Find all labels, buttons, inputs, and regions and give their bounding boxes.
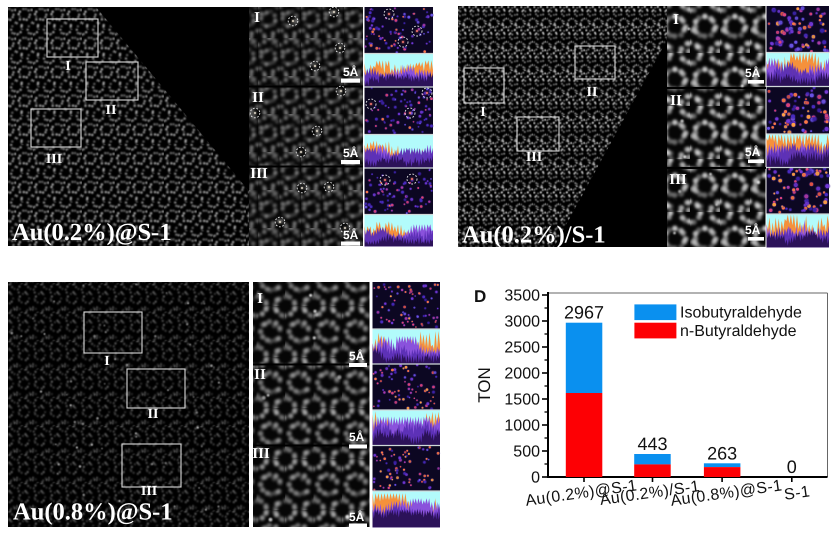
svg-text:Au(0.2%)/S-1: Au(0.2%)/S-1	[462, 222, 606, 249]
svg-text:III: III	[141, 484, 157, 499]
svg-text:I: I	[254, 10, 260, 26]
svg-text:I: I	[65, 59, 70, 74]
svg-text:5Å: 5Å	[349, 349, 365, 363]
svg-text:5Å: 5Å	[745, 223, 761, 237]
svg-text:Isobutyraldehyde: Isobutyraldehyde	[680, 305, 802, 322]
svg-text:I: I	[673, 12, 679, 28]
svg-text:5Å: 5Å	[343, 65, 359, 79]
svg-text:3000: 3000	[504, 314, 540, 331]
svg-text:II: II	[254, 367, 266, 383]
svg-text:n-Butyraldehyde: n-Butyraldehyde	[680, 323, 797, 340]
svg-text:III: III	[46, 152, 62, 167]
svg-text:443: 443	[637, 434, 667, 454]
svg-text:I: I	[104, 354, 109, 369]
svg-text:III: III	[526, 150, 542, 165]
svg-text:D: D	[474, 287, 486, 306]
svg-text:II: II	[587, 85, 598, 100]
svg-text:II: II	[670, 93, 682, 109]
svg-text:5Å: 5Å	[343, 228, 359, 242]
svg-text:5Å: 5Å	[343, 146, 359, 160]
svg-text:Au(0.2%)@S-1: Au(0.2%)@S-1	[12, 219, 172, 246]
svg-text:3500: 3500	[504, 288, 540, 305]
svg-text:2967: 2967	[564, 303, 604, 323]
svg-text:TON: TON	[475, 367, 494, 403]
svg-text:III: III	[252, 446, 270, 462]
svg-text:III: III	[250, 166, 268, 182]
svg-text:II: II	[148, 407, 159, 422]
svg-text:5Å: 5Å	[349, 430, 365, 444]
svg-text:S-1: S-1	[783, 483, 811, 503]
svg-text:0: 0	[531, 470, 540, 487]
svg-text:I: I	[480, 105, 485, 120]
svg-text:II: II	[252, 90, 264, 106]
svg-text:500: 500	[513, 444, 540, 461]
svg-text:1000: 1000	[504, 418, 540, 435]
svg-text:I: I	[257, 291, 263, 307]
svg-text:263: 263	[707, 443, 737, 463]
svg-text:II: II	[106, 103, 117, 118]
svg-text:Au(0.8%)@S-1: Au(0.8%)@S-1	[13, 499, 173, 526]
svg-text:5Å: 5Å	[745, 66, 761, 80]
svg-text:0: 0	[787, 457, 797, 477]
svg-text:2500: 2500	[504, 340, 540, 357]
svg-text:1500: 1500	[504, 392, 540, 409]
svg-text:5Å: 5Å	[745, 145, 761, 159]
svg-text:2000: 2000	[504, 366, 540, 383]
svg-text:III: III	[669, 172, 687, 188]
svg-text:5Å: 5Å	[349, 510, 365, 524]
